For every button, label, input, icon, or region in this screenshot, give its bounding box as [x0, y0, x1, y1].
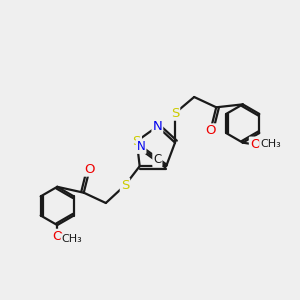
Text: N: N — [137, 140, 146, 153]
Text: O: O — [52, 230, 62, 243]
Text: CH₃: CH₃ — [61, 234, 82, 244]
Text: O: O — [84, 163, 95, 176]
Text: N: N — [152, 120, 162, 133]
Text: S: S — [171, 107, 179, 120]
Text: CH₃: CH₃ — [260, 139, 281, 149]
Text: S: S — [133, 135, 141, 148]
Text: S: S — [121, 179, 129, 192]
Text: C: C — [153, 153, 161, 166]
Text: O: O — [250, 138, 260, 151]
Text: O: O — [205, 124, 216, 137]
